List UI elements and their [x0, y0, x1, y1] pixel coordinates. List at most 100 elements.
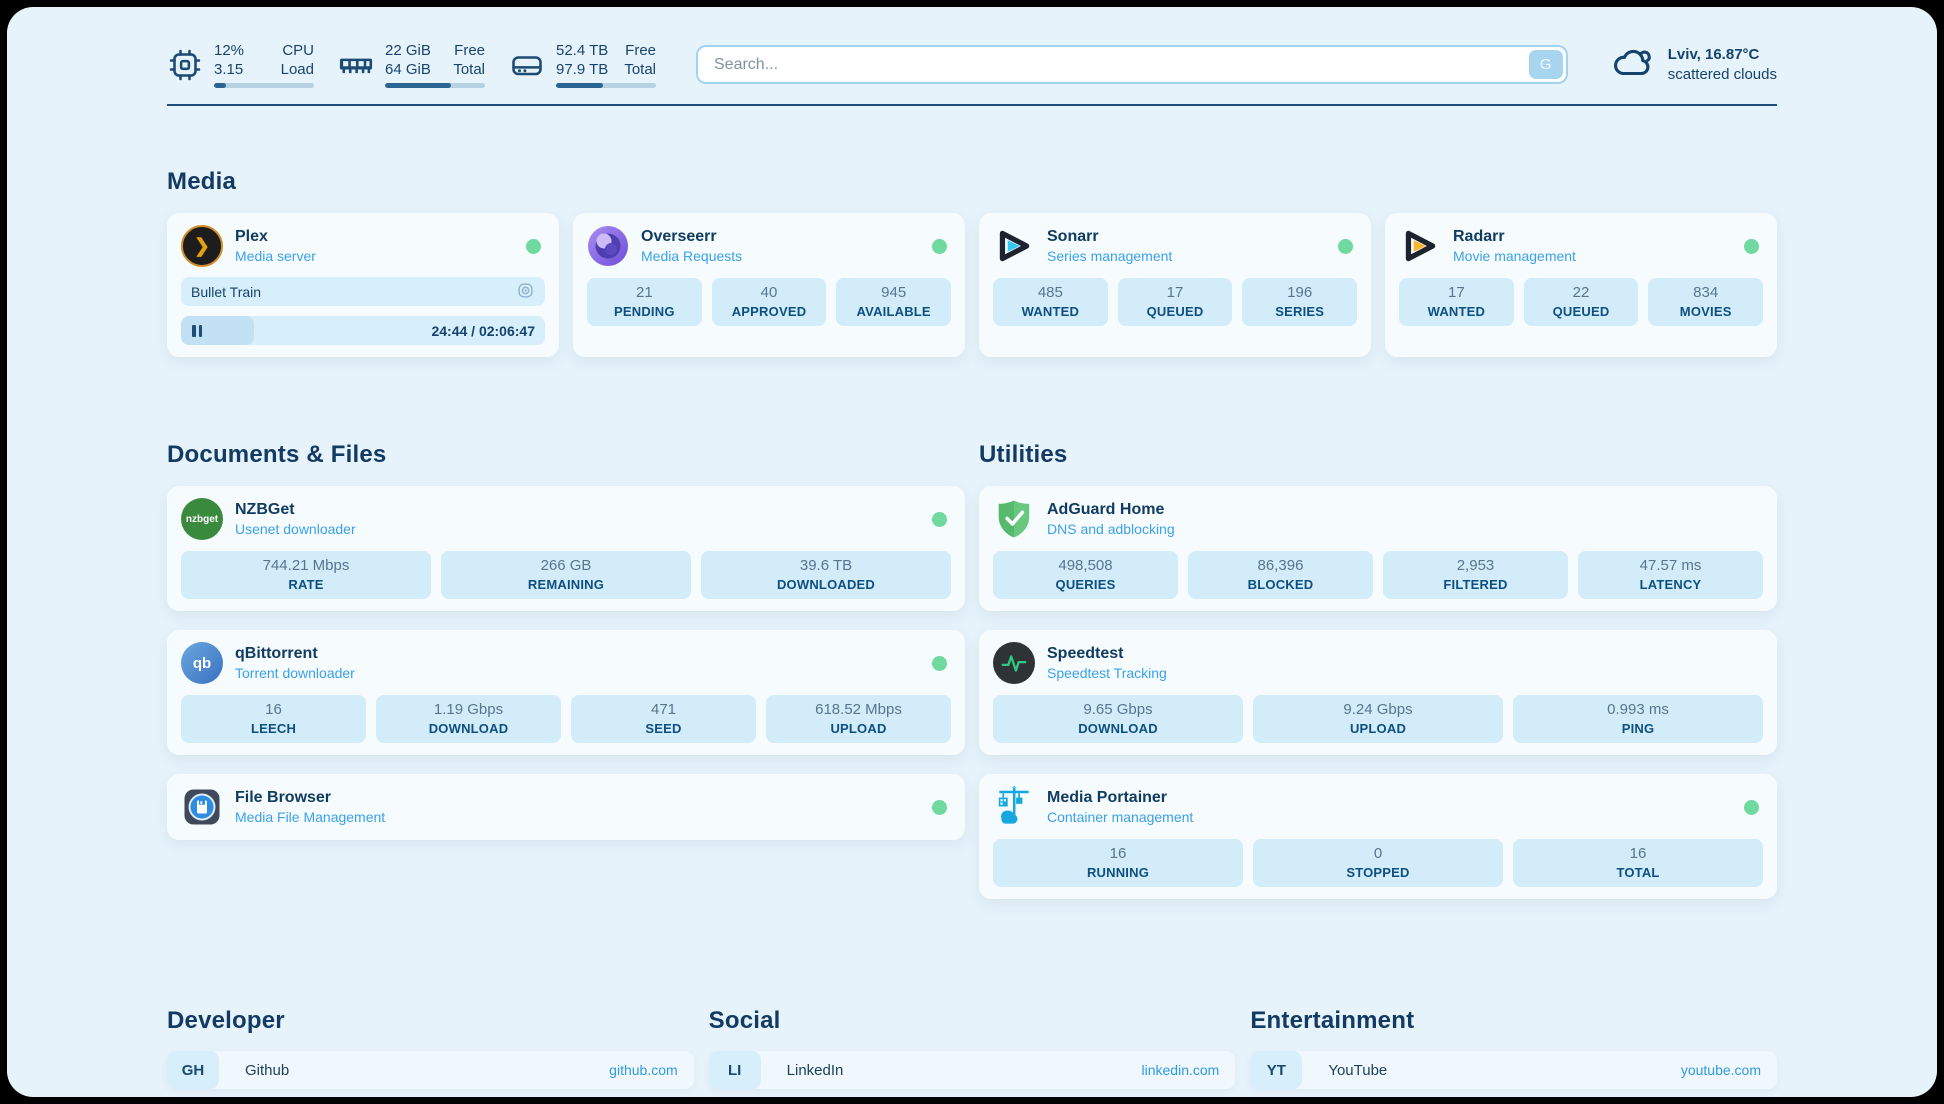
stat-upload: 9.24 Gbps UPLOAD — [1253, 695, 1503, 743]
cpu-label-2: Load — [280, 61, 314, 78]
service-card-filebrowser[interactable]: File Browser Media File Management — [167, 774, 965, 840]
service-card-overseerr[interactable]: Overseerr Media Requests 21 PENDING 40 A… — [573, 213, 965, 357]
service-subtitle: Media File Management — [235, 809, 386, 825]
search-input[interactable] — [696, 45, 1568, 84]
cpu-icon — [167, 47, 203, 83]
service-name: Radarr — [1453, 228, 1505, 245]
disk-label-2: Total — [624, 61, 656, 78]
service-subtitle: Media server — [235, 248, 316, 264]
service-name: Speedtest — [1047, 645, 1124, 662]
online-status-dot — [1338, 238, 1353, 254]
cpu-label-1: CPU — [282, 42, 314, 59]
disk-progress-bar — [556, 83, 656, 88]
bookmark-linkedin[interactable]: LI LinkedIn linkedin.com — [708, 1051, 1236, 1089]
service-name: AdGuard Home — [1047, 501, 1165, 518]
stat-filtered: 2,953 FILTERED — [1383, 551, 1568, 599]
service-card-plex[interactable]: ❯ Plex Media server Bullet Train — [167, 213, 559, 357]
radarr-icon — [1399, 225, 1441, 267]
webcam-icon — [516, 281, 535, 303]
stat-download: 1.19 Gbps DOWNLOAD — [376, 695, 561, 743]
service-subtitle: Container management — [1047, 809, 1194, 825]
disk-widget: 52.4 TB Free 97.9 TB Total — [509, 41, 656, 88]
service-card-speedtest[interactable]: Speedtest Speedtest Tracking 9.65 Gbps D… — [979, 630, 1777, 755]
bookmark-url: linkedin.com — [1141, 1062, 1220, 1078]
ram-free: 22 GiB — [385, 42, 431, 59]
topbar-divider — [167, 104, 1777, 106]
service-subtitle: Usenet downloader — [235, 521, 356, 537]
stat-running: 16 RUNNING — [993, 839, 1243, 887]
weather-location-temp: Lviv, 16.87°C — [1667, 45, 1760, 63]
online-status-dot — [932, 511, 947, 527]
service-subtitle: DNS and adblocking — [1047, 521, 1175, 537]
section-title-documents: Documents & Files — [167, 441, 387, 468]
stat-blocked: 86,396 BLOCKED — [1188, 551, 1373, 599]
stat-queued: 17 QUEUED — [1117, 278, 1233, 326]
overseerr-icon — [587, 225, 629, 267]
service-card-qbittorrent[interactable]: qb qBittorrent Torrent downloader 16 LEE… — [167, 630, 965, 755]
cpu-load-avg: 3.15 — [214, 61, 244, 78]
disk-total: 97.9 TB — [556, 61, 609, 78]
service-name: qBittorrent — [235, 645, 318, 662]
service-card-portainer[interactable]: Media Portainer Container management 16 … — [979, 774, 1777, 899]
qbittorrent-icon: qb — [181, 642, 223, 684]
service-name: File Browser — [235, 789, 332, 806]
disk-free: 52.4 TB — [556, 42, 609, 59]
dashboard-window: 12% CPU 3.15 Load 22 GiB Free 64 GiB Total — [7, 7, 1937, 1097]
section-title-entertainment: Entertainment — [1250, 1007, 1415, 1034]
ram-label-2: Total — [453, 61, 485, 78]
playback-time: 24:44 / 02:06:47 — [431, 322, 535, 339]
ram-total: 64 GiB — [385, 61, 431, 78]
stat-rate: 744.21 Mbps RATE — [181, 551, 431, 599]
bookmark-name: Github — [245, 1061, 290, 1079]
bookmark-url: github.com — [609, 1062, 678, 1078]
weather-widget: Lviv, 16.87°C scattered clouds — [1610, 44, 1777, 85]
now-playing-row: Bullet Train — [181, 277, 545, 306]
bookmark-url: youtube.com — [1680, 1062, 1761, 1078]
search-engine-button[interactable]: G — [1528, 50, 1563, 79]
stat-latency: 47.57 ms LATENCY — [1578, 551, 1763, 599]
service-name: Plex — [235, 228, 268, 245]
online-status-dot — [932, 655, 947, 671]
stat-stopped: 0 STOPPED — [1253, 839, 1503, 887]
adguard-icon — [993, 498, 1035, 540]
online-status-dot — [526, 238, 541, 254]
section-title-media: Media — [167, 168, 237, 195]
utilities-column: Utilities AdGuard Home DNS and adblockin… — [979, 379, 1777, 899]
stat-ping: 0.993 ms PING — [1513, 695, 1763, 743]
stat-upload: 618.52 Mbps UPLOAD — [766, 695, 951, 743]
online-status-dot — [1744, 238, 1759, 254]
bookmark-name: YouTube — [1328, 1061, 1388, 1079]
ram-icon — [338, 47, 374, 83]
hard-drive-icon — [509, 47, 545, 83]
playback-progress-fill — [181, 316, 254, 345]
section-title-social: Social — [708, 1007, 781, 1034]
documents-column: Documents & Files nzbget NZBGet Usenet d… — [167, 379, 965, 899]
service-card-radarr[interactable]: Radarr Movie management 17 WANTED 22 QUE… — [1385, 213, 1777, 357]
service-card-adguard[interactable]: AdGuard Home DNS and adblocking 498,508 … — [979, 486, 1777, 611]
filebrowser-icon — [181, 786, 223, 828]
stat-queued: 22 QUEUED — [1523, 278, 1639, 326]
stat-wanted: 17 WANTED — [1399, 278, 1514, 326]
bookmark-abbr: YT — [1250, 1051, 1303, 1089]
service-subtitle: Torrent downloader — [235, 665, 355, 681]
stat-download: 9.65 Gbps DOWNLOAD — [993, 695, 1243, 743]
section-title-utilities: Utilities — [979, 441, 1068, 468]
online-status-dot — [1744, 799, 1759, 815]
pause-icon[interactable] — [192, 324, 202, 337]
service-name: Sonarr — [1047, 228, 1099, 245]
service-name: Media Portainer — [1047, 789, 1168, 806]
bookmark-youtube[interactable]: YT YouTube youtube.com — [1250, 1051, 1777, 1089]
topbar: 12% CPU 3.15 Load 22 GiB Free 64 GiB Total — [167, 41, 1777, 88]
weather-condition: scattered clouds — [1667, 65, 1777, 83]
stat-pending: 21 PENDING — [587, 278, 702, 326]
bookmark-github[interactable]: GH Github github.com — [167, 1051, 694, 1089]
service-name: NZBGet — [235, 501, 295, 518]
stat-series: 196 SERIES — [1242, 278, 1358, 326]
service-card-nzbget[interactable]: nzbget NZBGet Usenet downloader 744.21 M… — [167, 486, 965, 611]
sonarr-icon — [993, 225, 1035, 267]
stat-movies: 834 MOVIES — [1648, 278, 1764, 326]
cloud-icon — [1610, 44, 1656, 85]
stat-available: 945 AVAILABLE — [836, 278, 952, 326]
service-card-sonarr[interactable]: Sonarr Series management 485 WANTED 17 Q… — [979, 213, 1371, 357]
service-subtitle: Movie management — [1453, 248, 1576, 264]
